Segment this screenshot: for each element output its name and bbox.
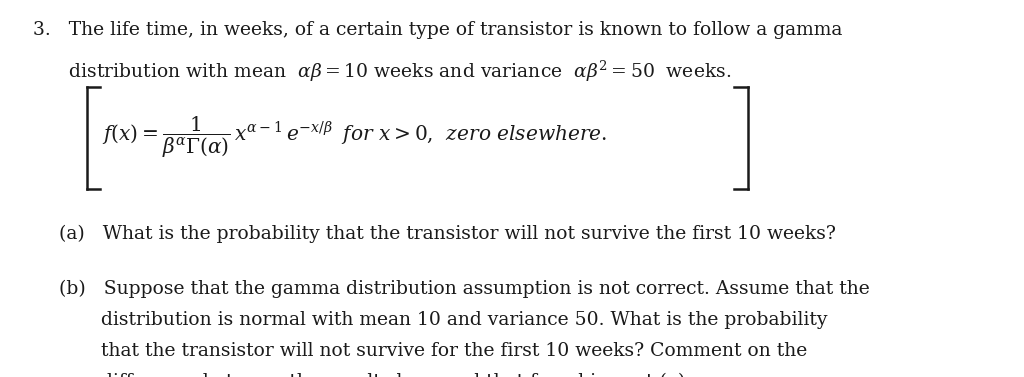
Text: 3.   The life time, in weeks, of a certain type of transistor is known to follow: 3. The life time, in weeks, of a certain… xyxy=(33,21,842,39)
Text: (a)   What is the probability that the transistor will not survive the first 10 : (a) What is the probability that the tra… xyxy=(59,224,837,242)
Text: (b)   Suppose that the gamma distribution assumption is not correct. Assume that: (b) Suppose that the gamma distribution … xyxy=(59,280,870,298)
Text: $f(x) = \dfrac{1}{\beta^{\alpha}\Gamma(\alpha)}\, x^{\alpha-1}\, e^{-x/\beta}$$\: $f(x) = \dfrac{1}{\beta^{\alpha}\Gamma(\… xyxy=(102,115,607,160)
Text: difference between the results here and that found in part (a).: difference between the results here and … xyxy=(59,373,691,377)
Text: distribution with mean  $\alpha\beta=10$ weeks and variance  $\alpha\beta^2=50$ : distribution with mean $\alpha\beta=10$ … xyxy=(33,58,731,84)
Text: that the transistor will not survive for the first 10 weeks? Comment on the: that the transistor will not survive for… xyxy=(59,342,808,360)
Text: distribution is normal with mean 10 and variance 50. What is the probability: distribution is normal with mean 10 and … xyxy=(59,311,827,329)
